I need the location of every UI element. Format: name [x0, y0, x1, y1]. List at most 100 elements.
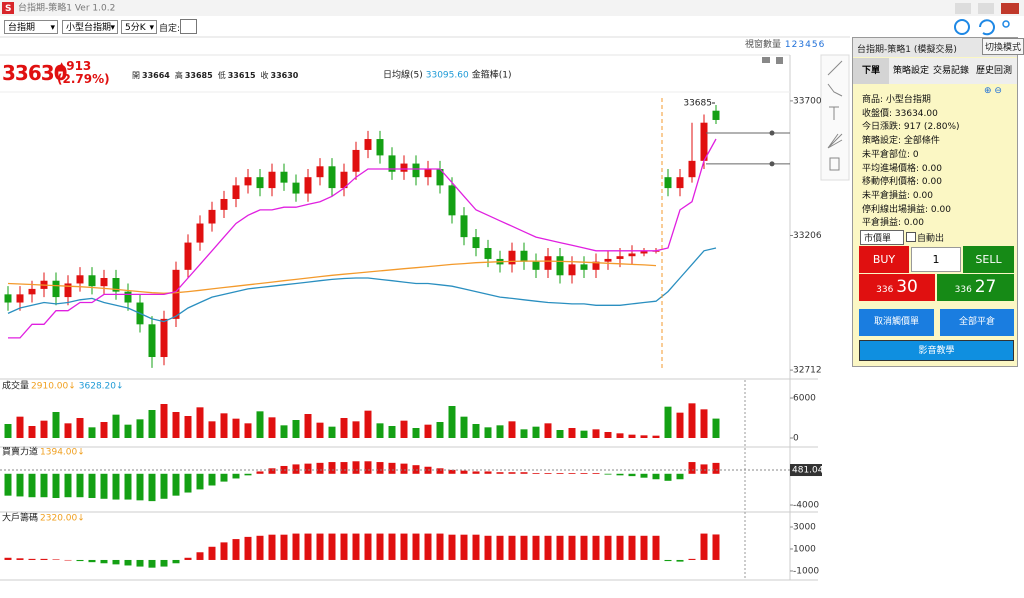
- legend-entry: 3628.20↓: [79, 382, 124, 392]
- pin-icon[interactable]: [954, 19, 970, 35]
- refresh-icon[interactable]: [979, 19, 995, 36]
- tab[interactable]: 下單: [853, 58, 889, 84]
- candle-body: [292, 182, 300, 194]
- tool-path[interactable]: [827, 83, 843, 97]
- ohlc-label: 低: [217, 71, 226, 80]
- info-line: 未平倉損益: 0.00: [862, 190, 933, 201]
- bar: [364, 461, 372, 474]
- tab[interactable]: 歷史回測: [975, 66, 1012, 76]
- qty-input[interactable]: 1: [911, 247, 961, 272]
- bar: [484, 427, 492, 438]
- bar: [664, 406, 672, 438]
- candle-body: [244, 177, 252, 186]
- bar: [52, 559, 60, 560]
- candle-body: [472, 237, 480, 249]
- custom-input[interactable]: [180, 19, 197, 34]
- bar: [436, 468, 444, 474]
- bar: [184, 557, 192, 560]
- bid-price[interactable]: 336 30: [859, 274, 935, 301]
- bar: [244, 473, 252, 476]
- bar: [148, 559, 156, 568]
- window-count-option[interactable]: 3: [798, 40, 805, 50]
- info-line: 商品: 小型台指期: [862, 95, 931, 105]
- bar: [688, 462, 696, 474]
- tool-text[interactable]: [829, 106, 839, 120]
- reference-label: 481.04: [792, 466, 824, 476]
- product-select[interactable]: 台指期: [4, 20, 58, 35]
- bar: [280, 534, 288, 560]
- bar: [652, 535, 660, 560]
- restore[interactable]: [978, 3, 994, 14]
- mode-button[interactable]: 切換模式: [982, 38, 1024, 55]
- candle-body: [544, 256, 552, 270]
- tab[interactable]: 交易記錄: [932, 66, 969, 76]
- bar: [256, 411, 264, 438]
- candle-body: [628, 253, 636, 257]
- info-line: 未平倉部位: 0: [862, 149, 919, 160]
- bar: [712, 418, 720, 438]
- order-type-select[interactable]: 市價單: [860, 230, 905, 245]
- bar: [448, 469, 456, 474]
- minimize[interactable]: [955, 3, 971, 14]
- bar: [220, 473, 228, 482]
- window-count-option[interactable]: 1: [784, 40, 791, 50]
- draw-tools[interactable]: [820, 54, 850, 181]
- window-count-option[interactable]: 5: [811, 40, 818, 50]
- bar: [532, 535, 540, 560]
- video-button[interactable]: 影音教學: [859, 340, 1014, 361]
- bar: [556, 535, 564, 560]
- user-icon[interactable]: [1002, 20, 1010, 28]
- bar: [556, 430, 564, 438]
- bar: [532, 473, 540, 474]
- tab[interactable]: 策略設定: [892, 66, 929, 76]
- window-count-option[interactable]: 6: [818, 40, 825, 50]
- bar: [40, 420, 48, 438]
- auto-exit-label: 自動出: [917, 234, 945, 244]
- bar: [16, 558, 24, 560]
- bar: [184, 416, 192, 438]
- window-controls[interactable]: [955, 3, 1019, 14]
- bar: [268, 417, 276, 438]
- y-tick-label: -1000: [793, 566, 819, 576]
- panel-icons[interactable]: [762, 57, 783, 64]
- contract-select[interactable]: 小型台指期: [62, 20, 118, 35]
- candle-body: [676, 177, 684, 189]
- zoom-icons[interactable]: ⊕ ⊖: [984, 86, 1002, 96]
- candle-body: [220, 198, 228, 210]
- y-tick-label: 3000: [793, 522, 816, 532]
- bar: [160, 404, 168, 438]
- window-count-option[interactable]: 2: [791, 40, 798, 50]
- tool-fan[interactable]: [827, 133, 843, 149]
- bar: [604, 535, 612, 560]
- bar: [604, 473, 612, 475]
- reference-box: [790, 464, 822, 477]
- bar: [100, 473, 108, 499]
- y-tick-label: 1000: [793, 544, 816, 554]
- bar: [436, 533, 444, 560]
- window-count-option[interactable]: 4: [805, 40, 811, 50]
- close[interactable]: [1001, 3, 1019, 14]
- bar: [328, 426, 336, 438]
- tool-line[interactable]: [827, 60, 843, 76]
- tool-delete[interactable]: [829, 157, 840, 171]
- bar: [568, 535, 576, 560]
- candle-body: [568, 264, 576, 276]
- sell-button[interactable]: SELL: [963, 246, 1014, 273]
- bar: [652, 473, 660, 480]
- bar: [268, 468, 276, 474]
- legend-entry: 2910.00↓: [31, 382, 76, 392]
- buy-button[interactable]: BUY: [859, 246, 909, 273]
- auto-exit-checkbox[interactable]: [906, 232, 916, 242]
- bar: [304, 533, 312, 560]
- candle-body: [124, 291, 132, 303]
- cancel-button[interactable]: 取消觸價單: [859, 309, 934, 336]
- bar: [64, 559, 72, 561]
- bar: [472, 471, 480, 474]
- ask-price[interactable]: 336 27: [937, 274, 1014, 301]
- settings-icon[interactable]: [762, 57, 770, 63]
- bar: [76, 418, 84, 438]
- bar: [172, 473, 180, 496]
- close-all-button[interactable]: 全部平倉: [940, 309, 1014, 336]
- close-icon[interactable]: [776, 57, 783, 64]
- period-select[interactable]: 5分K: [121, 20, 157, 35]
